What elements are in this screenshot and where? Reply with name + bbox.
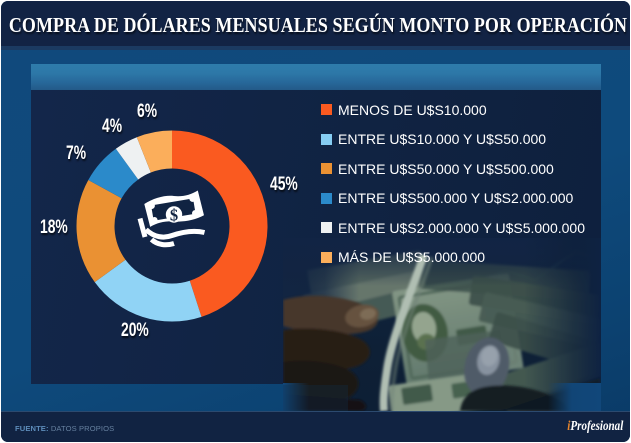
svg-text:$: $ (170, 205, 178, 224)
